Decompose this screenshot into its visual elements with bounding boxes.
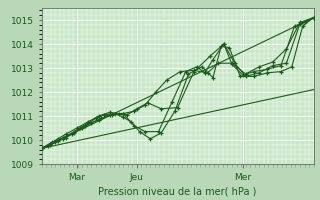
- X-axis label: Pression niveau de la mer( hPa ): Pression niveau de la mer( hPa ): [99, 186, 257, 196]
